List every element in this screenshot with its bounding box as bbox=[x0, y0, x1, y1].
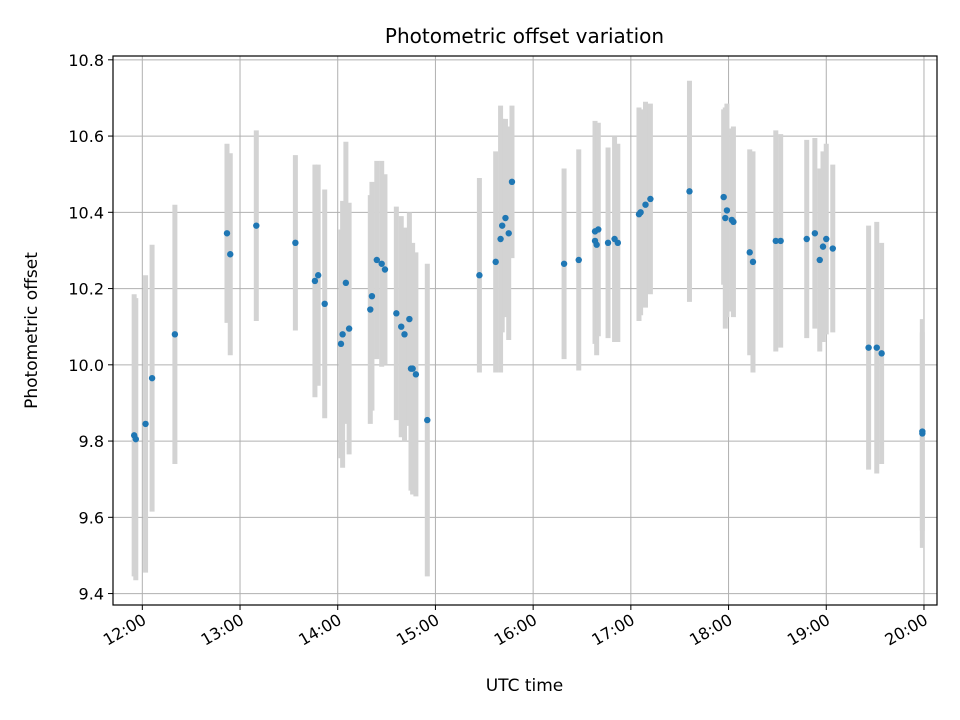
data-points bbox=[130, 178, 926, 443]
data-point bbox=[321, 300, 328, 308]
data-point bbox=[314, 272, 322, 279]
y-tick-label: 9.6 bbox=[79, 508, 104, 527]
data-point bbox=[412, 371, 420, 378]
data-point bbox=[378, 260, 385, 267]
data-point bbox=[637, 209, 644, 216]
y-tick-label: 10.2 bbox=[68, 280, 104, 299]
data-point bbox=[499, 222, 506, 229]
y-tick-label: 9.8 bbox=[79, 432, 104, 451]
data-point bbox=[811, 230, 819, 237]
data-point bbox=[223, 230, 231, 237]
data-point bbox=[409, 365, 416, 372]
data-point bbox=[367, 306, 374, 313]
data-point bbox=[829, 245, 836, 252]
data-point bbox=[227, 251, 234, 258]
chart-title: Photometric offset variation bbox=[385, 24, 664, 48]
data-point bbox=[142, 420, 149, 428]
data-point bbox=[342, 279, 350, 287]
data-point bbox=[604, 239, 612, 247]
data-point bbox=[253, 222, 260, 229]
data-point bbox=[497, 235, 504, 243]
data-point bbox=[777, 237, 784, 245]
data-point bbox=[368, 292, 376, 300]
data-point bbox=[772, 237, 779, 245]
data-point bbox=[311, 277, 319, 285]
plot-frame bbox=[112, 55, 938, 606]
data-point bbox=[642, 201, 649, 208]
data-point bbox=[720, 193, 727, 201]
data-point bbox=[292, 239, 299, 247]
data-point bbox=[381, 266, 389, 273]
data-point bbox=[647, 195, 654, 203]
data-point bbox=[919, 430, 926, 437]
data-point bbox=[730, 218, 737, 226]
y-tick-label: 10.6 bbox=[68, 127, 104, 146]
data-point bbox=[823, 235, 830, 243]
data-point bbox=[803, 235, 810, 243]
data-point bbox=[339, 331, 346, 338]
data-point bbox=[502, 214, 509, 222]
data-point bbox=[819, 243, 827, 250]
data-point bbox=[132, 435, 139, 443]
data-point bbox=[722, 214, 729, 222]
data-point bbox=[373, 256, 381, 264]
data-point bbox=[345, 325, 353, 332]
data-point bbox=[398, 323, 405, 330]
data-point bbox=[593, 241, 600, 248]
data-point bbox=[171, 331, 179, 338]
y-tick-label: 10.8 bbox=[68, 51, 104, 70]
data-point bbox=[865, 344, 872, 351]
data-point bbox=[476, 272, 483, 279]
data-point bbox=[492, 258, 499, 266]
y-axis: 9.4 9.6 9.8 10.0 10.2 10.4 10.6 10.8 bbox=[68, 51, 113, 604]
data-point bbox=[873, 344, 880, 351]
data-point bbox=[878, 350, 885, 357]
data-point bbox=[816, 256, 823, 264]
data-point bbox=[508, 178, 516, 186]
data-point bbox=[393, 310, 400, 317]
y-tick-label: 9.4 bbox=[79, 585, 104, 604]
data-point bbox=[595, 226, 602, 233]
data-point bbox=[686, 188, 693, 195]
data-point bbox=[749, 258, 757, 266]
data-point bbox=[401, 331, 408, 338]
data-point bbox=[723, 207, 731, 214]
data-point bbox=[505, 230, 512, 237]
data-point bbox=[337, 340, 345, 348]
data-point bbox=[746, 249, 753, 256]
y-axis-title: Photometric offset bbox=[22, 252, 42, 409]
data-point bbox=[406, 315, 413, 323]
y-tick-label: 10.4 bbox=[68, 203, 104, 222]
y-tick-label: 10.0 bbox=[68, 356, 104, 375]
x-axis-title: UTC time bbox=[486, 676, 564, 696]
data-point bbox=[148, 374, 156, 382]
data-point bbox=[560, 260, 568, 267]
data-point bbox=[575, 256, 582, 264]
data-point bbox=[424, 416, 431, 424]
data-point bbox=[614, 239, 622, 247]
